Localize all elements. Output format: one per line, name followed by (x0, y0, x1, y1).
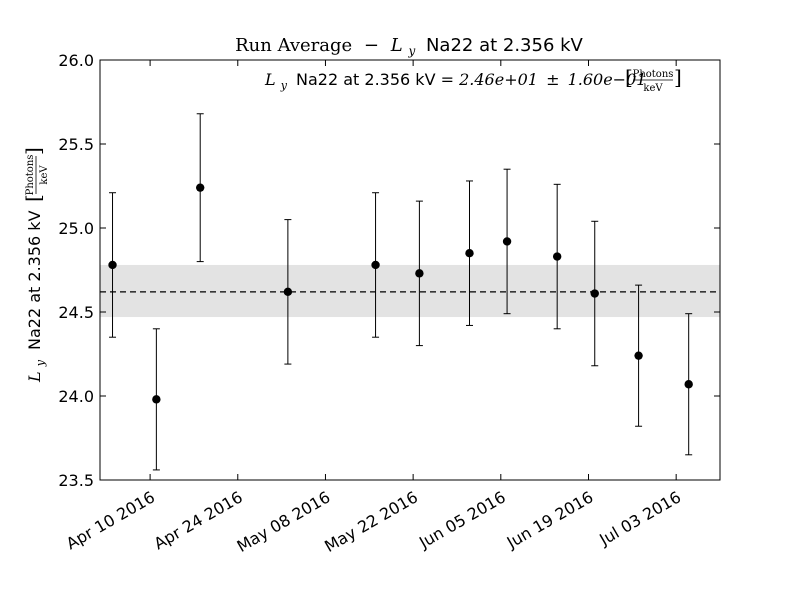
y-tick-label-0: 23.5 (58, 471, 94, 490)
data-point-3 (283, 287, 293, 297)
mean-band-layer (100, 264, 720, 318)
data-point-2 (196, 183, 205, 192)
error-band (100, 264, 720, 318)
chart-title: Run Average − L y Na22 at 2.356 kV (235, 35, 583, 60)
annotation-unit-den: keV (643, 83, 663, 94)
annotation-equals: = (441, 70, 454, 89)
annotation-unit-num: Photons (633, 69, 674, 80)
annotation-pm: ± (546, 70, 559, 89)
annotation-text: L y Na22 at 2.356 kV = 2.46e+01 ± 1.60e−… (264, 70, 646, 93)
title-suffix: Na22 at 2.356 kV (426, 35, 584, 56)
annotation-symbol: L (264, 70, 276, 89)
y-axis-label: L y Na22 at 2.356 kV [ Photons keV ] (21, 147, 50, 383)
ylabel-text: Na22 at 2.356 kV (25, 210, 44, 350)
y-tick-label-4: 25.5 (58, 135, 94, 154)
title-dash: − (364, 35, 379, 56)
data-point-5 (415, 269, 424, 278)
x-tick-label-1: Apr 24 2016 (151, 487, 246, 553)
data-point-4 (371, 260, 380, 270)
ylabel-unit-den: keV (39, 165, 50, 185)
data-point-11 (684, 380, 693, 389)
data-point-8 (552, 252, 562, 261)
ylabel-unit-num: Photons (25, 155, 36, 196)
x-tick-label-4: Jun 05 2016 (415, 487, 509, 552)
ylabel-subscript: y (34, 359, 47, 367)
svg-text:[: [ (21, 194, 45, 202)
annotation-unit: [ Photons keV ] (625, 65, 682, 94)
annotation-error: 1.60e−01 (568, 70, 647, 89)
data-point-7 (502, 237, 512, 246)
y-tick-label-2: 24.5 (58, 303, 94, 322)
y-tick-label-5: 26.0 (58, 51, 94, 70)
svg-text:L y Na22 at 2.356: L y Na22 at 2.356 kV (25, 210, 48, 383)
x-tick-label-6: Jul 03 2016 (595, 487, 684, 549)
data-point-9 (590, 289, 599, 298)
annotation-subscript: y (280, 79, 288, 92)
title-symbol: L (390, 35, 403, 56)
svg-text:[: [ (625, 65, 633, 89)
annotation-value: 2.46e+01 (458, 70, 538, 89)
title-prefix: Run Average (235, 35, 352, 56)
plot-frame (99, 59, 721, 481)
title-subscript: y (407, 44, 415, 58)
x-tick-label-2: May 08 2016 (234, 487, 334, 556)
svg-text:]: ] (21, 147, 45, 155)
y-tick-label-1: 24.0 (58, 387, 94, 406)
x-tick-label-0: Apr 10 2016 (63, 487, 158, 553)
svg-text:]: ] (674, 65, 682, 89)
data-point-6 (465, 249, 474, 258)
data-points-layer (108, 113, 693, 471)
x-tick-label-5: Jun 19 2016 (503, 487, 597, 552)
annotation-label: Na22 at 2.356 kV (296, 70, 436, 89)
y-tick-label-3: 25.0 (58, 219, 94, 238)
x-tick-label-3: May 22 2016 (321, 487, 421, 556)
ylabel-symbol: L (25, 371, 44, 383)
data-point-1 (152, 395, 161, 404)
data-point-10 (634, 351, 643, 360)
data-point-0 (108, 260, 117, 270)
